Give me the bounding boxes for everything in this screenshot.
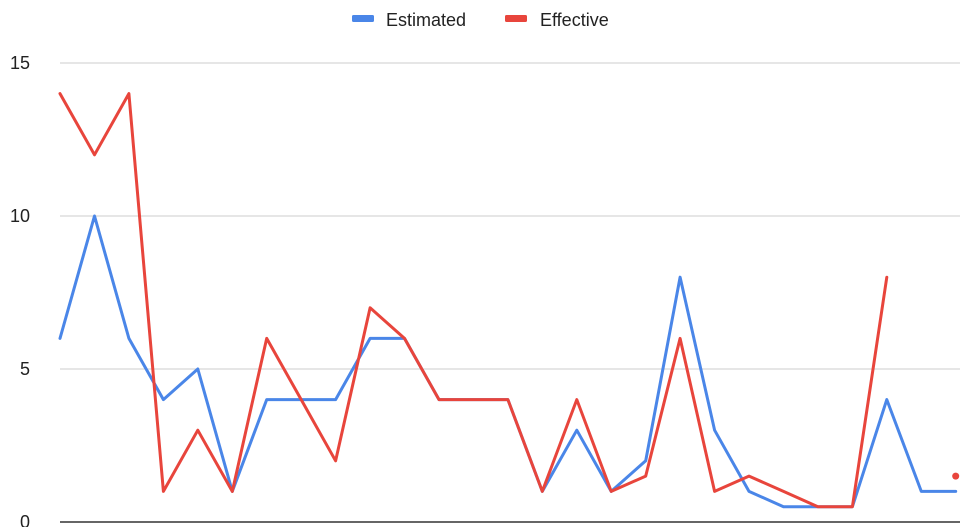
legend-swatch-effective: [505, 15, 527, 22]
gridlines: [60, 62, 960, 523]
legend-swatch-estimated: [352, 15, 374, 22]
series-estimated-line: [58, 214, 958, 509]
y-tick-label-5: 5: [20, 359, 30, 379]
legend-label-estimated: Estimated: [386, 10, 466, 30]
series-effective-point: [952, 472, 960, 480]
y-tick-label-0: 0: [20, 512, 30, 527]
legend: Estimated Effective: [352, 10, 609, 30]
series-effective-line: [58, 92, 889, 509]
y-tick-label-15: 15: [10, 53, 30, 73]
y-tick-labels: 0 5 10 15: [10, 53, 30, 527]
series-lines: [58, 92, 960, 509]
legend-label-effective: Effective: [540, 10, 609, 30]
y-tick-label-10: 10: [10, 206, 30, 226]
